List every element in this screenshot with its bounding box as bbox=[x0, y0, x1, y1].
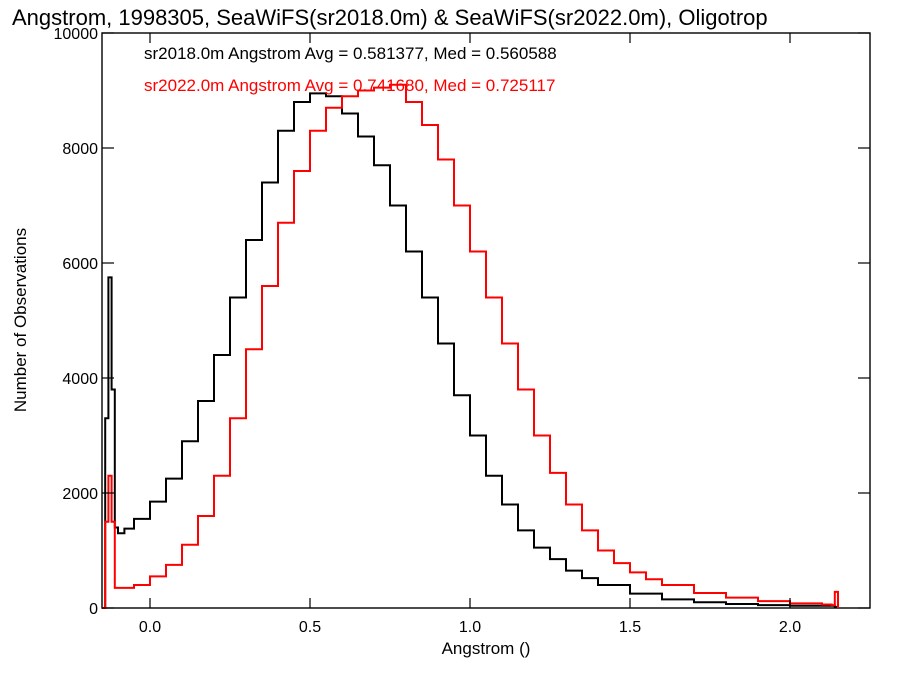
x-axis-label: Angstrom () bbox=[442, 639, 531, 658]
series-line-0 bbox=[102, 92, 839, 609]
stats-line-black: sr2018.0m Angstrom Avg = 0.581377, Med =… bbox=[144, 44, 557, 63]
series-layer bbox=[102, 83, 839, 609]
x-tick-label: 2.0 bbox=[779, 619, 801, 636]
y-tick-label: 0 bbox=[89, 601, 98, 618]
x-tick-label: 1.5 bbox=[619, 619, 641, 636]
x-tick-label: 0.0 bbox=[139, 619, 161, 636]
stats-line-red: sr2022.0m Angstrom Avg = 0.741680, Med =… bbox=[144, 76, 555, 95]
tick-layer: 0.0 0.5 1.0 1.5 2.0 0 2000 4000 6000 8000 10000 bbox=[54, 26, 870, 636]
y-tick-label: 10000 bbox=[54, 26, 99, 43]
series-line-1 bbox=[102, 83, 839, 609]
y-tick-label: 2000 bbox=[62, 486, 98, 503]
chart-title: Angstrom, 1998305, SeaWiFS(sr2018.0m) & … bbox=[12, 5, 768, 30]
y-tick-label: 8000 bbox=[62, 141, 98, 158]
y-tick-label: 4000 bbox=[62, 371, 98, 388]
y-axis-label: Number of Observations bbox=[11, 228, 30, 412]
x-tick-label: 0.5 bbox=[299, 619, 321, 636]
x-tick-label: 1.0 bbox=[459, 619, 481, 636]
y-tick-label: 6000 bbox=[62, 256, 98, 273]
plot-frame bbox=[101, 32, 871, 609]
